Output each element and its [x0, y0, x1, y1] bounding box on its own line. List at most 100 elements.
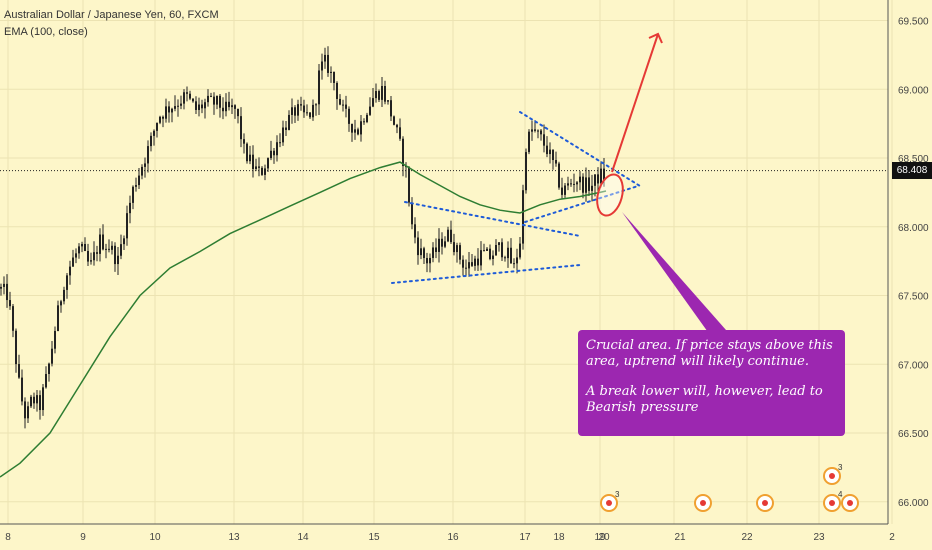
bullish-arrow-head	[648, 32, 663, 44]
indicator-label: EMA (100, close)	[4, 26, 88, 38]
y-tick-label: 69.500	[898, 17, 929, 28]
candle-body	[144, 163, 146, 167]
candle-body	[558, 163, 560, 188]
candle-body	[33, 396, 35, 404]
candle-body	[9, 300, 11, 307]
candle-body	[288, 114, 290, 130]
x-tick-label: 22	[741, 532, 753, 543]
candle-body	[300, 104, 302, 106]
candle-body	[21, 377, 23, 402]
candle-body	[369, 106, 371, 115]
event-marker-dot	[829, 473, 835, 479]
candle-body	[279, 142, 281, 144]
candle-body	[456, 245, 458, 253]
candle-body	[594, 174, 596, 186]
candle-body	[204, 102, 206, 109]
callout-text-1: Crucial area. If price stays above this …	[586, 338, 833, 369]
candle-body	[183, 92, 185, 104]
candle-body	[207, 95, 209, 103]
candle-body	[267, 158, 269, 169]
candle-body	[498, 242, 500, 246]
x-tick-label: 18	[553, 532, 565, 543]
candle-body	[225, 101, 227, 112]
candle-body	[414, 224, 416, 238]
x-tick-label: 17	[519, 532, 531, 543]
candle-body	[519, 243, 521, 258]
bullish-arrow-line	[611, 33, 659, 173]
candle-body	[282, 127, 284, 143]
candle-body	[345, 104, 347, 109]
candle-body	[81, 244, 83, 247]
candle-body	[246, 143, 248, 162]
candle-body	[603, 168, 605, 180]
candle-body	[543, 134, 545, 146]
candle-body	[66, 275, 68, 290]
candle-body	[333, 71, 335, 83]
candle-body	[429, 257, 431, 264]
candle-body	[234, 105, 236, 109]
candle-body	[249, 154, 251, 162]
candle-body	[462, 259, 464, 268]
candle-body	[42, 387, 44, 411]
candle-body	[600, 168, 602, 184]
candle-body	[534, 129, 536, 131]
candle-body	[480, 250, 482, 266]
y-tick-label: 68.000	[898, 223, 929, 234]
y-tick-label: 66.000	[898, 498, 929, 509]
candle-body	[126, 213, 128, 239]
candle-body	[54, 330, 56, 349]
candle-body	[87, 250, 89, 262]
candle-body	[258, 166, 260, 168]
candle-body	[453, 242, 455, 253]
current-price-tag: 68.408	[892, 162, 932, 179]
candle-body	[522, 190, 524, 244]
candle-body	[15, 330, 17, 365]
candle-body	[93, 252, 95, 261]
candle-body	[585, 177, 587, 193]
candle-body	[549, 149, 551, 155]
event-marker-dot	[762, 500, 768, 506]
candle-body	[123, 238, 125, 245]
candle-body	[192, 98, 194, 102]
candle-body	[351, 123, 353, 133]
candle-body	[36, 395, 38, 404]
candle-body	[366, 114, 368, 122]
candle-body	[12, 306, 14, 331]
candle-body	[411, 202, 413, 225]
candle-body	[564, 185, 566, 195]
candle-body	[465, 267, 467, 269]
candle-body	[339, 98, 341, 105]
candle-body	[348, 108, 350, 124]
candle-body	[261, 167, 263, 175]
candle-body	[105, 248, 107, 250]
candle-body	[30, 396, 32, 407]
candle-body	[99, 234, 101, 254]
candle-body	[276, 142, 278, 156]
x-tick-label: 19	[594, 532, 606, 543]
candle-body	[48, 363, 50, 375]
candle-body	[60, 301, 62, 306]
candle-body	[84, 244, 86, 251]
x-tick-label: 10	[149, 532, 161, 543]
candle-body	[444, 241, 446, 247]
candle-body	[471, 262, 473, 266]
candle-body	[378, 91, 380, 100]
candle-body	[24, 401, 26, 419]
ema-line	[0, 161, 607, 478]
candle-body	[504, 257, 506, 259]
event-marker-dot	[829, 500, 835, 506]
candle-body	[513, 263, 515, 265]
event-count-label: 4	[838, 490, 843, 499]
candle-body	[375, 91, 377, 99]
candle-body	[219, 95, 221, 108]
y-tick-label: 67.000	[898, 360, 929, 371]
y-tick-label: 67.500	[898, 292, 929, 303]
y-tick-label: 66.500	[898, 429, 929, 440]
candle-body	[120, 244, 122, 256]
x-tick-label: 9	[80, 532, 86, 543]
trendline-upper-2	[519, 111, 641, 187]
candle-body	[291, 107, 293, 115]
candle-body	[486, 248, 488, 251]
x-tick-label: 8	[5, 532, 11, 543]
